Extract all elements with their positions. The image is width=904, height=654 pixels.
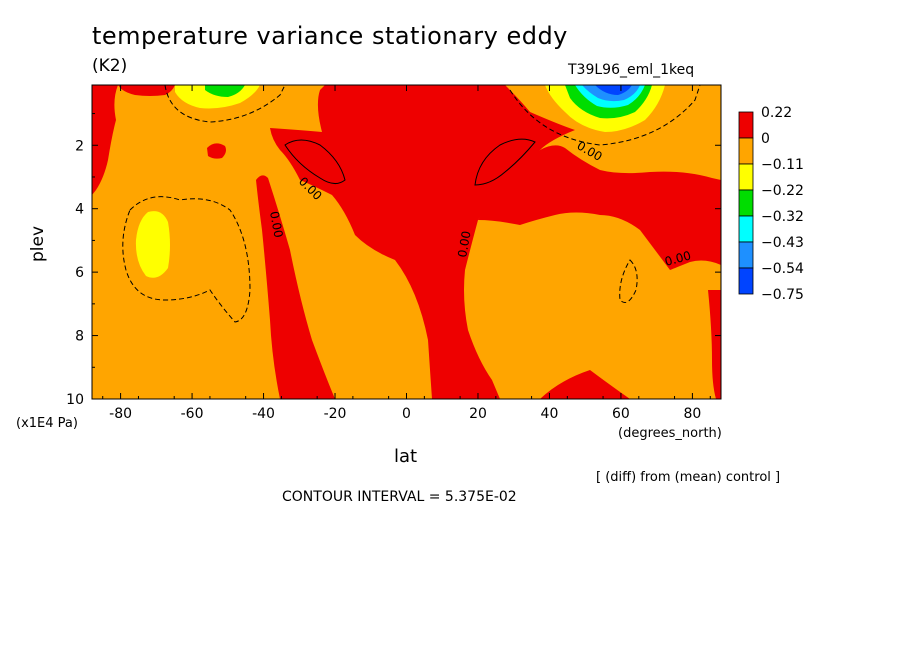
- y-tick-label: 8: [75, 329, 84, 345]
- x-tick-label: -60: [181, 406, 204, 422]
- colorbar-swatch: [738, 189, 754, 217]
- region-small-positive-blob: [207, 143, 226, 159]
- contour-positive-south-midlat: [284, 139, 346, 184]
- region-south-polar-positive: [92, 85, 118, 195]
- region-south-midlevel-minimum: [135, 211, 170, 278]
- colorbar-label: −0.54: [761, 261, 804, 277]
- contour-positive-north-midlat: [474, 138, 536, 186]
- x-tick-label: 20: [469, 406, 487, 422]
- colorbar-label: −0.11: [761, 157, 804, 173]
- region-south-tongue-positive: [256, 175, 335, 399]
- region-tropical-positive: [270, 85, 575, 399]
- x-tick-label: -80: [109, 406, 132, 422]
- contour-negative-south-upper: [164, 85, 286, 123]
- region-south-upper-minimum-core: [205, 85, 245, 97]
- colorbar-label: −0.32: [761, 209, 804, 225]
- x-tick-label: 60: [612, 406, 630, 422]
- colorbar-swatch: [738, 137, 754, 165]
- region-south-upper-positive: [118, 85, 175, 96]
- region-north-upper-minimum-core: [595, 85, 632, 95]
- axis-ticks: -80 -60 -40 -20 0 20 40 60 80 2 4 6 8 10: [66, 85, 721, 422]
- colorbar: 0.22 0 −0.11 −0.22 −0.32 −0.43 −0.54 −0.75: [738, 105, 804, 303]
- chart-units: (K2): [92, 56, 128, 76]
- colorbar-swatch: [738, 111, 754, 139]
- colorbar-label: 0: [761, 131, 770, 147]
- y-tick-label: 10: [66, 392, 84, 408]
- zero-contour-label-3: 0.00: [455, 230, 473, 259]
- contour-negative-south-midlevel: [122, 196, 251, 323]
- plot-area: 0.00 0.00 0.00 0.00 0.00: [92, 85, 721, 399]
- zero-contour-label-2: 0.00: [267, 210, 285, 239]
- colorbar-label: −0.75: [761, 287, 804, 303]
- x-tick-label: 40: [541, 406, 559, 422]
- x-tick-label: 0: [402, 406, 411, 422]
- colorbar-label: −0.43: [761, 235, 804, 251]
- x-tick-label: -40: [252, 406, 275, 422]
- x-axis-units: (degrees_north): [618, 426, 722, 441]
- contour-interval-label: CONTOUR INTERVAL = 5.375E-02: [282, 489, 517, 505]
- x-axis-label: lat: [394, 446, 418, 467]
- contour-negative-north-upper: [509, 85, 701, 146]
- colorbar-swatch: [738, 241, 754, 269]
- diff-note: [ (diff) from (mean) control ]: [596, 470, 781, 485]
- region-bottom-positive-lump: [540, 370, 630, 399]
- colorbar-swatch: [738, 163, 754, 191]
- chart-title: temperature variance stationary eddy: [92, 22, 568, 50]
- x-tick-label: 80: [683, 406, 701, 422]
- region-north-midlat-positive: [478, 145, 721, 270]
- x-tick-label: -20: [324, 406, 347, 422]
- region-north-polar-surface-positive: [708, 290, 721, 399]
- colorbar-swatch: [738, 267, 754, 295]
- y-axis-units: (x1E4 Pa): [16, 416, 78, 431]
- y-tick-label: 6: [75, 265, 84, 281]
- colorbar-swatch: [738, 215, 754, 243]
- y-tick-label: 4: [75, 202, 84, 218]
- colorbar-label: −0.22: [761, 183, 804, 199]
- zero-contour-label-5: 0.00: [663, 248, 692, 268]
- colorbar-label: 0.22: [761, 105, 792, 121]
- contour-negative-north-lower: [619, 259, 638, 303]
- run-label: T39L96_eml_1keq: [568, 62, 695, 78]
- y-tick-label: 2: [75, 138, 84, 154]
